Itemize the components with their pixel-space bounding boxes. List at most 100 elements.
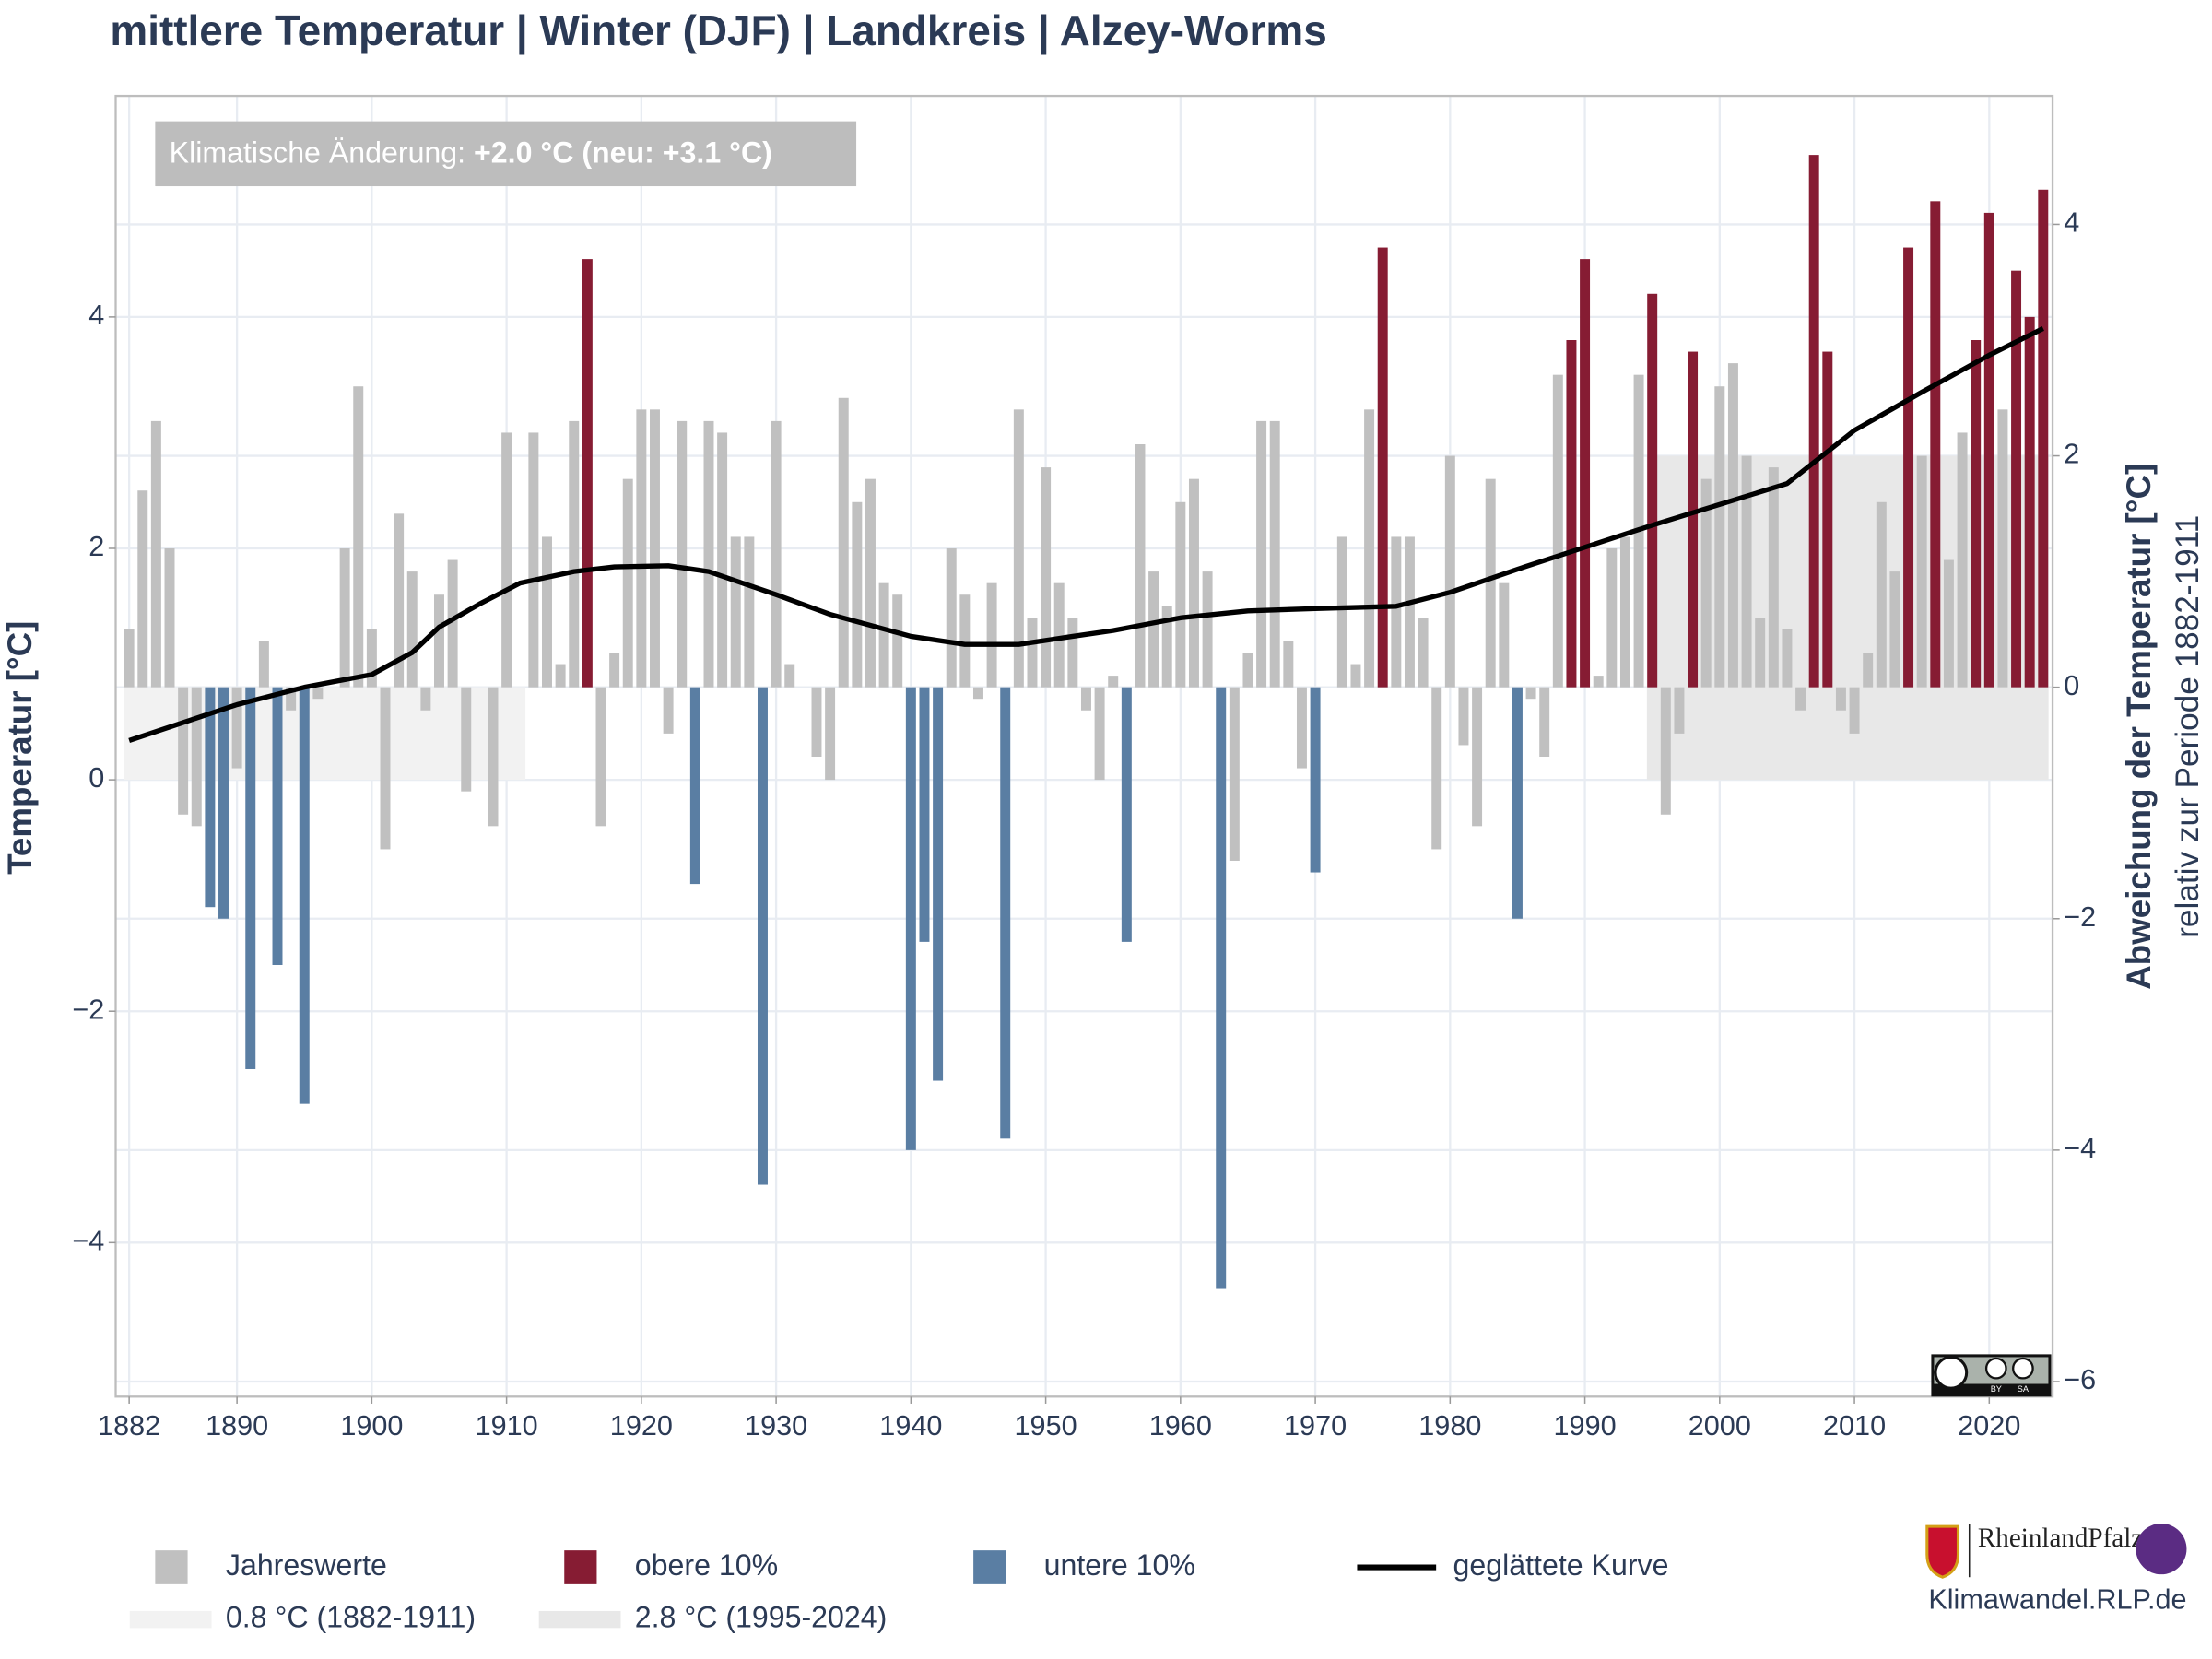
- bar: [1027, 618, 1038, 688]
- bar: [366, 629, 377, 688]
- badge-label: SA: [2018, 1384, 2030, 1394]
- legend-swatch: [155, 1550, 188, 1584]
- bar: [852, 501, 863, 688]
- bar: [1472, 687, 1483, 827]
- bar: [1391, 536, 1402, 688]
- annotation-box: [155, 121, 857, 187]
- bar: [663, 687, 674, 734]
- bar: [1108, 676, 1119, 688]
- bar: [1067, 618, 1078, 688]
- bar: [339, 547, 350, 688]
- x-tick-label: 2010: [1823, 1410, 1886, 1441]
- bar: [205, 687, 216, 908]
- bar: [394, 513, 405, 688]
- bar: [1876, 501, 1887, 688]
- bar: [1256, 420, 1267, 688]
- bar: [1700, 478, 1712, 688]
- bar: [986, 582, 997, 688]
- bar: [717, 432, 728, 688]
- bar: [447, 559, 458, 688]
- logo: RheinlandPfalz Klimawandel.RLP.de: [1925, 1524, 2187, 1615]
- bar: [972, 687, 983, 700]
- bar: [1606, 547, 1618, 688]
- bar: [784, 664, 795, 688]
- legend-label: untere 10%: [1044, 1548, 1195, 1582]
- reference-band: [1646, 455, 2049, 781]
- bar: [1418, 618, 1429, 688]
- bar: [461, 687, 472, 792]
- plot-area: [115, 96, 2053, 1397]
- bar: [1041, 467, 1052, 688]
- badge-label: BY: [1991, 1384, 2002, 1394]
- bar: [1310, 687, 1321, 873]
- bar: [703, 420, 714, 688]
- bar: [946, 547, 957, 688]
- legend-label: 2.8 °C (1995-2024): [635, 1601, 888, 1634]
- bar: [1431, 687, 1442, 850]
- bar: [1148, 571, 1159, 688]
- bar: [905, 687, 916, 1150]
- bar: [1161, 606, 1172, 688]
- bar: [919, 687, 930, 942]
- logo-circle: [2136, 1524, 2187, 1575]
- bar: [218, 687, 229, 919]
- x-tick-label: 1970: [1284, 1410, 1347, 1441]
- bar: [420, 687, 431, 711]
- bar: [933, 687, 944, 1081]
- bar: [124, 629, 135, 688]
- bar: [245, 687, 256, 1069]
- badge-by: [1984, 1357, 2007, 1380]
- y2-axis-sublabel: relativ zur Periode 1882-1911: [2170, 515, 2206, 938]
- annotation: Klimatische Änderung: +2.0 °C (neu: +3.1…: [170, 136, 772, 170]
- bar: [1566, 340, 1577, 688]
- bar: [1903, 247, 1914, 688]
- y2-tick-label: −6: [2064, 1364, 2096, 1395]
- y2-axis-label: Abweichung der Temperatur [°C]: [2120, 464, 2158, 990]
- y-tick-label: 0: [88, 762, 104, 794]
- bar: [1202, 571, 1213, 688]
- bar: [1216, 687, 1227, 1289]
- x-tick-label: 1890: [206, 1410, 268, 1441]
- bar: [1053, 582, 1065, 688]
- bar: [164, 547, 175, 688]
- smoothed-line: [128, 326, 2044, 743]
- x-tick-label: 1920: [610, 1410, 673, 1441]
- bar: [1552, 374, 1563, 688]
- bar: [1013, 409, 1024, 688]
- bar: [434, 594, 444, 688]
- bar: [272, 687, 283, 965]
- annotation-label: Klimatische Änderung:: [170, 136, 474, 170]
- bar: [1000, 687, 1011, 1139]
- bar: [650, 409, 660, 688]
- license-badge: BY SA: [1931, 1354, 2052, 1397]
- bar: [569, 420, 580, 688]
- bar: [1404, 536, 1415, 688]
- bar: [1768, 467, 1779, 688]
- logo-text: RheinlandPfalz: [1978, 1524, 2143, 1553]
- bar: [299, 687, 310, 1104]
- bar: [2038, 189, 2049, 688]
- bar: [1674, 687, 1685, 734]
- x-tick-label: 1910: [476, 1410, 538, 1441]
- x-tick-label: 2000: [1688, 1410, 1751, 1441]
- bar: [1619, 536, 1630, 688]
- bar: [1080, 687, 1091, 711]
- bar: [1593, 676, 1604, 688]
- x-tick-label: 1930: [745, 1410, 807, 1441]
- bar: [1916, 455, 1927, 688]
- bar: [1863, 652, 1874, 688]
- bar: [582, 259, 593, 688]
- bar: [501, 432, 512, 688]
- bar: [959, 594, 971, 688]
- bar: [1957, 432, 1968, 688]
- bar: [1782, 629, 1793, 688]
- bar: [231, 687, 242, 769]
- bar: [865, 478, 876, 688]
- y-tick-label: −4: [72, 1225, 104, 1256]
- legend: Jahreswerte obere 10% untere 10% geglättete…: [129, 1548, 1668, 1634]
- bar: [1283, 641, 1294, 688]
- bar: [1795, 687, 1806, 711]
- bar: [191, 687, 202, 827]
- bar: [488, 687, 499, 827]
- bar: [1930, 201, 1941, 688]
